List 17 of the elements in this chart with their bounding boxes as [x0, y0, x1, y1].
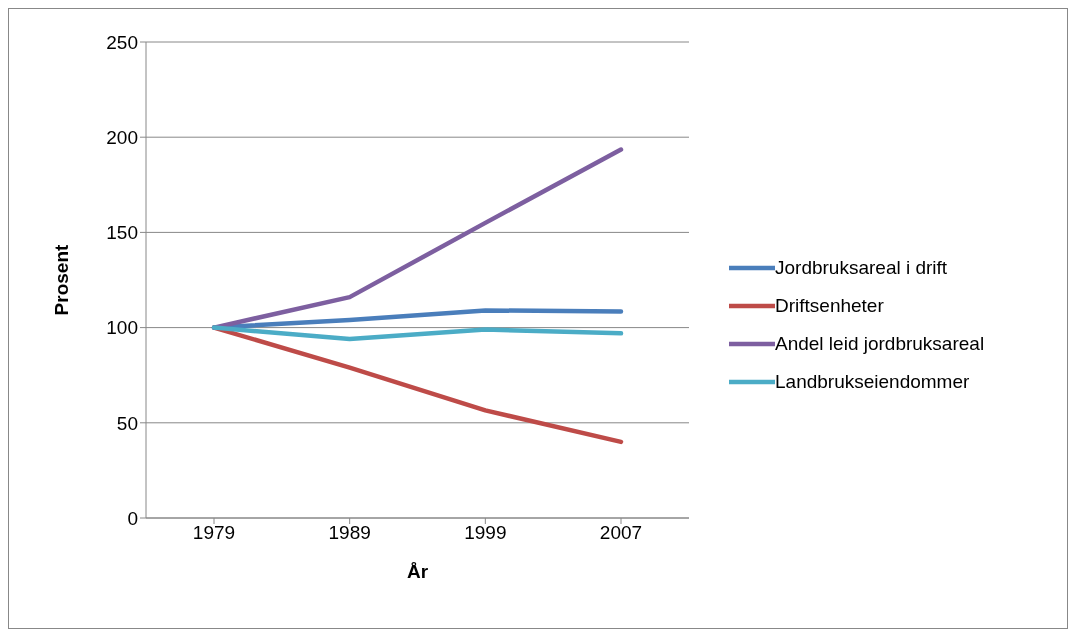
y-tick-label: 250 — [106, 31, 138, 53]
x-axis-title: År — [406, 561, 429, 582]
y-tick-label: 0 — [127, 507, 138, 529]
x-tick-label: 1979 — [192, 522, 236, 544]
y-tick-label: 100 — [106, 317, 138, 339]
y-tick-label: 200 — [106, 126, 138, 148]
x-tick-label: 2007 — [599, 522, 643, 544]
y-tick-label: 50 — [116, 412, 138, 434]
y-axis-title: Prosent — [50, 243, 72, 316]
line-series — [211, 325, 624, 342]
x-tick-label: 1999 — [464, 522, 507, 544]
legend-label: Jordbruksareal i drift — [775, 257, 948, 279]
y-tick-label: 150 — [106, 222, 138, 244]
legend-label: Landbrukseiendommer — [775, 371, 970, 393]
x-tick-label: 1989 — [328, 522, 371, 544]
legend-label: Andel leid jordbruksareal — [775, 333, 985, 355]
legend-label: Driftsenheter — [775, 295, 884, 317]
